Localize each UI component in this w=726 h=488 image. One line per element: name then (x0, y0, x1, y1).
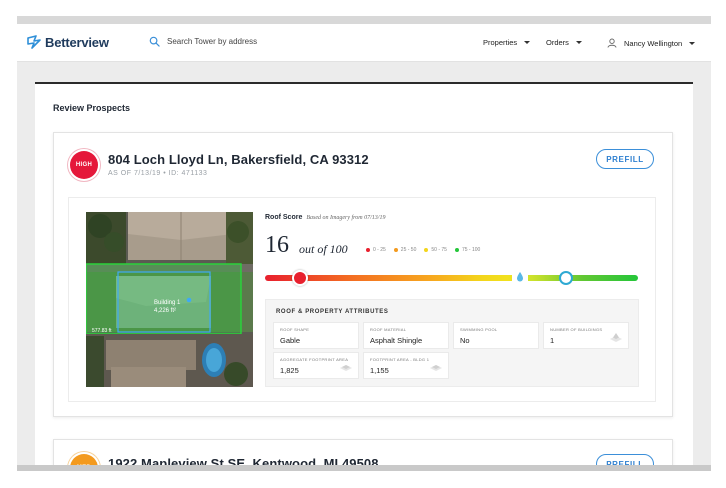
roof-property-attributes: ROOF & PROPERTY ATTRIBUTES ROOF SHAPE Ga… (265, 299, 639, 387)
brand-name: Betterview (45, 34, 109, 50)
legend-item: 0 - 25 (366, 247, 386, 253)
property-address: 804 Loch Lloyd Ln, Bakersfield, CA 93312 (108, 152, 369, 167)
properties-menu-label: Properties (483, 38, 518, 47)
green-dot-icon (454, 248, 459, 252)
roof-score-value: 16 (265, 232, 289, 258)
orange-dot-icon (393, 248, 398, 252)
orders-menu[interactable]: Orders (546, 38, 582, 47)
user-icon (607, 38, 617, 48)
attribute-value: Gable (280, 336, 301, 345)
roof-score-out-of: out of 100 (299, 242, 348, 256)
property-details: Building 1 4,226 ft² 577.83 ft R (68, 197, 656, 402)
user-name: Nancy Wellington (624, 38, 683, 48)
risk-badge: HIGH (70, 151, 98, 179)
search-icon (149, 36, 160, 47)
legend-item: 75 - 100 (454, 247, 481, 253)
yellow-dot-icon (424, 248, 429, 252)
footprint-icon (340, 365, 352, 371)
legend-label: 25 - 50 (400, 247, 417, 253)
roof-score-bar (265, 270, 638, 286)
orders-menu-label: Orders (546, 38, 569, 47)
as-of-id: AS OF 7/13/19 • ID: 471133 (108, 170, 208, 177)
prefill-button[interactable]: PREFILL (596, 149, 654, 169)
attributes-title: ROOF & PROPERTY ATTRIBUTES (276, 309, 389, 315)
attribute-value: 1 (550, 336, 555, 345)
attribute-label: ROOF MATERIAL (370, 327, 407, 332)
building-icon (610, 333, 622, 342)
roof-score-label: Roof Score (265, 214, 303, 221)
window-bottom-edge (17, 465, 711, 471)
attribute-label: NUMBER OF BUILDINGS (550, 327, 603, 332)
legend-item: 25 - 50 (393, 247, 417, 253)
attribute-label: ROOF SHAPE (280, 327, 310, 332)
red-dot-icon (366, 248, 370, 252)
properties-menu[interactable]: Properties (483, 38, 531, 47)
brand-logo[interactable]: Betterview (26, 34, 109, 50)
attribute-roof-shape: ROOF SHAPE Gable (273, 322, 359, 349)
user-menu[interactable]: Nancy Wellington (607, 38, 696, 48)
attribute-value: 1,825 (280, 366, 299, 375)
footprint-icon (430, 365, 442, 371)
score-legend: 0 - 25 25 - 50 50 - 75 75 - 100 (366, 247, 488, 253)
water-drop-icon (517, 272, 523, 282)
roof-score-title: Roof Score Based on Imagery from 07/13/19 (265, 214, 385, 221)
score-marker (292, 270, 308, 286)
building-label: Building 1 (154, 300, 181, 306)
legend-label: 75 - 100 (461, 247, 481, 253)
chevron-down-icon (689, 41, 696, 45)
review-prospects-panel: Review Prospects HIGH 804 Loch Lloyd Ln,… (35, 82, 693, 471)
perimeter-label: 577.83 ft (92, 328, 112, 334)
prospect-card: HIGH 804 Loch Lloyd Ln, Bakersfield, CA … (53, 132, 673, 417)
app-window: Betterview Properties Orders Nancy Welli… (17, 16, 711, 471)
legend-item: 50 - 75 (424, 247, 447, 253)
attribute-swimming-pool: SWIMMING POOL No (453, 322, 539, 349)
search-input[interactable] (167, 37, 327, 46)
attribute-value: No (460, 336, 470, 345)
chevron-down-icon (524, 41, 531, 44)
attribute-aggregate-footprint: AGGREGATE FOOTPRINT AREA 1,825 (273, 352, 359, 379)
legend-label: 50 - 75 (431, 247, 447, 253)
aerial-image[interactable]: Building 1 4,226 ft² 577.83 ft (86, 212, 253, 387)
attribute-value: 1,155 (370, 366, 389, 375)
aerial-photo: Building 1 4,226 ft² 577.83 ft (86, 212, 253, 387)
attribute-value: Asphalt Shingle (370, 336, 423, 345)
attribute-number-of-buildings: NUMBER OF BUILDINGS 1 (543, 322, 629, 349)
attribute-roof-material: ROOF MATERIAL Asphalt Shingle (363, 322, 449, 349)
page-title: Review Prospects (53, 103, 131, 113)
top-navigation: Betterview Properties Orders Nancy Welli… (17, 24, 711, 62)
attribute-label: FOOTPRINT AREA - BLDG 1 (370, 357, 430, 362)
address-search[interactable] (149, 36, 327, 47)
attribute-footprint-bldg-1: FOOTPRINT AREA - BLDG 1 1,155 (363, 352, 449, 379)
building-area-label: 4,226 ft² (154, 308, 176, 314)
attribute-label: AGGREGATE FOOTPRINT AREA (280, 357, 349, 362)
legend-label: 0 - 25 (373, 247, 386, 253)
benchmark-marker (559, 271, 573, 285)
betterview-logo-icon (27, 35, 41, 49)
chevron-down-icon (575, 41, 582, 44)
attribute-label: SWIMMING POOL (460, 327, 498, 332)
roof-score-subtitle: Based on Imagery from 07/13/19 (306, 215, 386, 221)
